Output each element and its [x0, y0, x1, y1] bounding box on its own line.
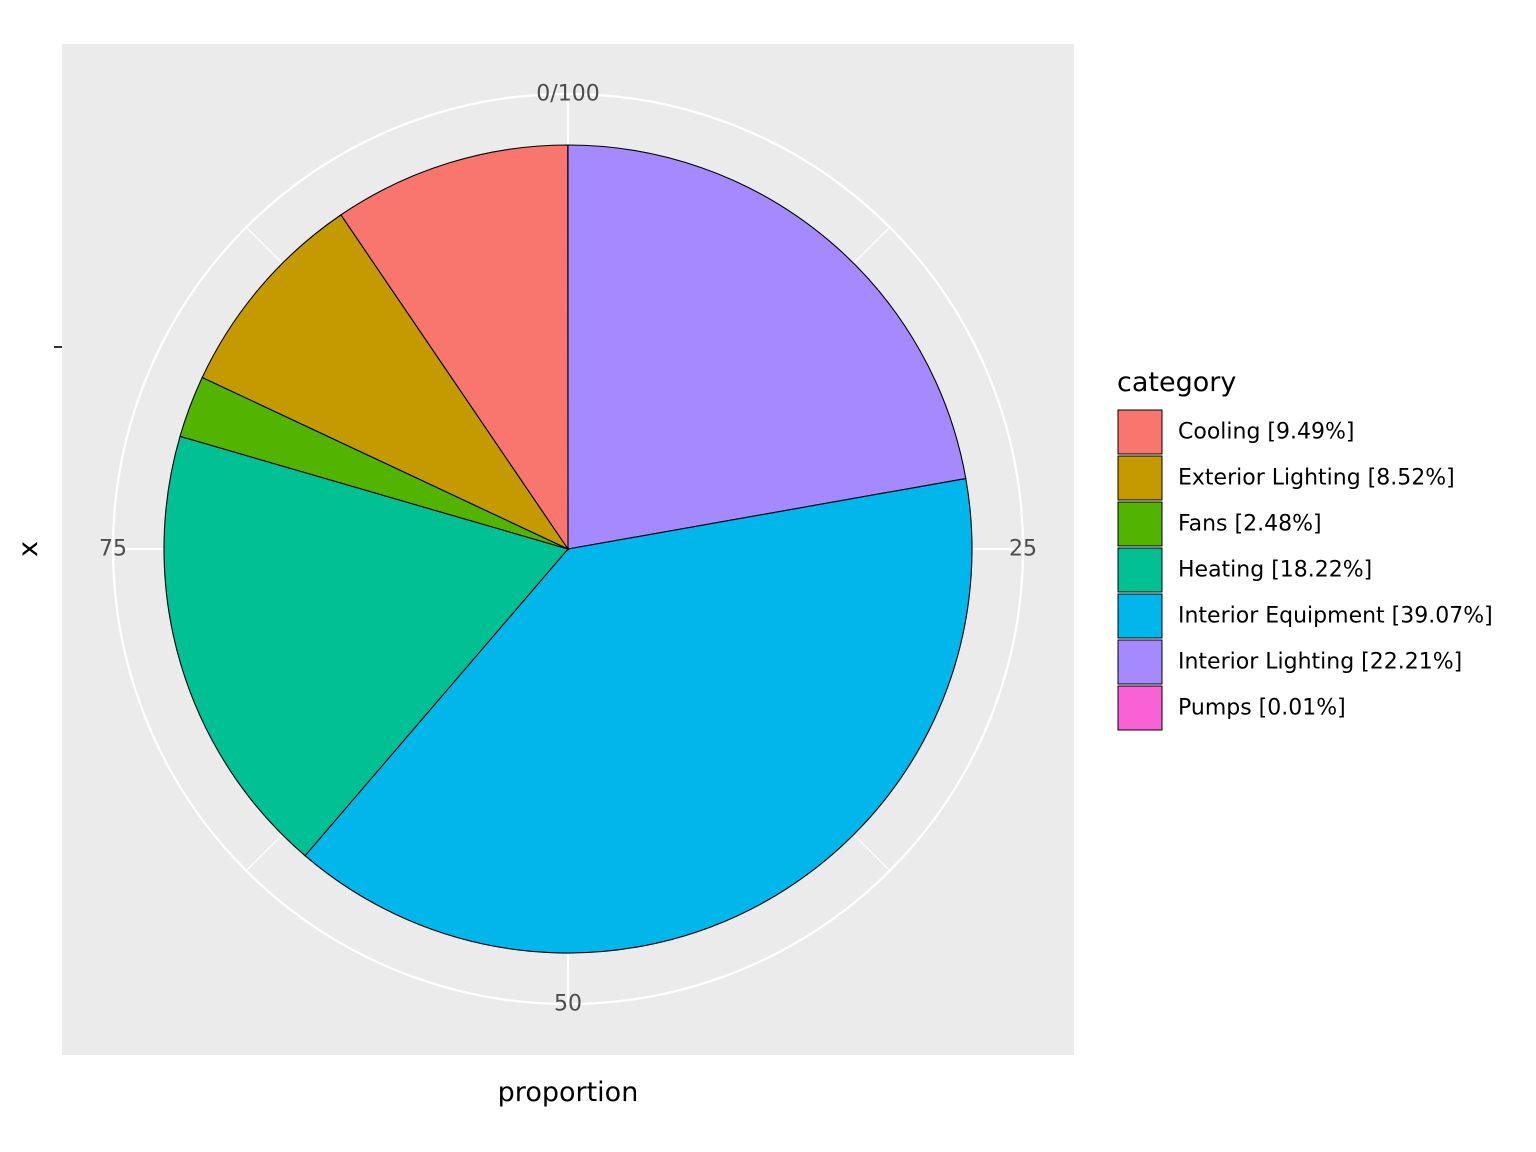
pie-slice-cooling — [340, 144, 569, 551]
theta-tick-label: 50 — [554, 992, 582, 1017]
legend-key — [1117, 501, 1163, 547]
legend-key — [1117, 409, 1163, 455]
theta-tick-label: 0/100 — [536, 82, 599, 107]
tick-layer: 0/100 25 50 75 — [99, 82, 1037, 1017]
legend-label: Interior Equipment [39.07%] — [1178, 604, 1493, 629]
legend-key — [1117, 593, 1163, 639]
x-axis-title: proportion — [498, 1077, 639, 1108]
y-axis-title: x — [13, 541, 44, 557]
pie-slice-heating — [163, 435, 569, 857]
pie-slice-interior-lighting — [567, 144, 967, 550]
legend-label: Exterior Lighting [8.52%] — [1178, 466, 1455, 491]
legend-key — [1117, 685, 1163, 731]
legend-key — [1117, 639, 1163, 685]
legend-key — [1117, 547, 1163, 593]
legend-label: Heating [18.22%] — [1178, 558, 1372, 583]
pie-slice-interior-equipment — [304, 477, 973, 954]
theta-tick-label: 75 — [99, 537, 127, 562]
legend-key — [1117, 455, 1163, 501]
theta-tick-label: 25 — [1009, 537, 1037, 562]
legend: Cooling [9.49%] Exterior Lighting [8.52%]… — [1117, 409, 1493, 731]
slice-layer — [163, 144, 973, 954]
legend-label: Cooling [9.49%] — [1178, 420, 1354, 445]
legend-label: Interior Lighting [22.21%] — [1178, 650, 1462, 675]
legend-title: category — [1117, 367, 1236, 398]
legend-label: Fans [2.48%] — [1178, 512, 1322, 537]
legend-label: Pumps [0.01%] — [1178, 696, 1346, 721]
pie-slice-exterior-lighting — [201, 214, 570, 551]
